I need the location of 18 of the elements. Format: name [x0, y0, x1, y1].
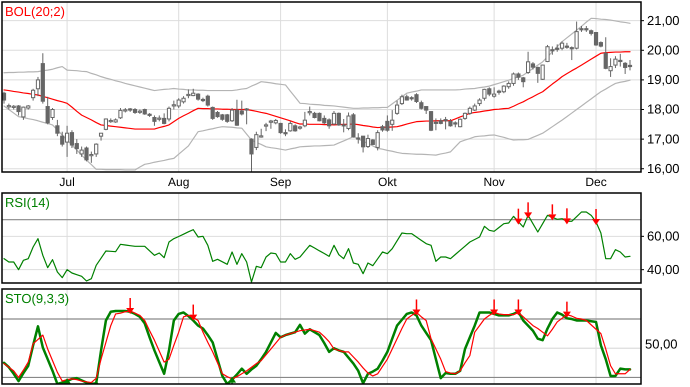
- y-tick-label: 19,00: [647, 72, 680, 88]
- x-tick-label: Aug: [168, 174, 190, 189]
- x-tick-label: Jul: [59, 174, 75, 189]
- x-tick-label: Nov: [483, 174, 505, 189]
- y-tick-label: 16,00: [647, 160, 680, 176]
- y-tick-label: 21,00: [647, 12, 680, 28]
- y-tick-label: 40,00: [647, 262, 680, 277]
- chart-title: BOL(20;2): [5, 4, 65, 19]
- y-tick-label: 20,00: [647, 42, 680, 58]
- x-tick-label: Okt: [378, 174, 398, 189]
- x-tick-label: Dec: [585, 174, 607, 189]
- y-tick-label: 18,00: [647, 102, 680, 117]
- text: 50,00: [645, 336, 678, 352]
- chart-title: RSI(14): [5, 195, 50, 210]
- x-tick-label: Sep: [270, 174, 292, 189]
- y-tick-label: 60,00: [647, 228, 680, 244]
- y-tick-label: 17,00: [647, 131, 680, 146]
- chart-title: STO(9,3,3): [5, 291, 70, 306]
